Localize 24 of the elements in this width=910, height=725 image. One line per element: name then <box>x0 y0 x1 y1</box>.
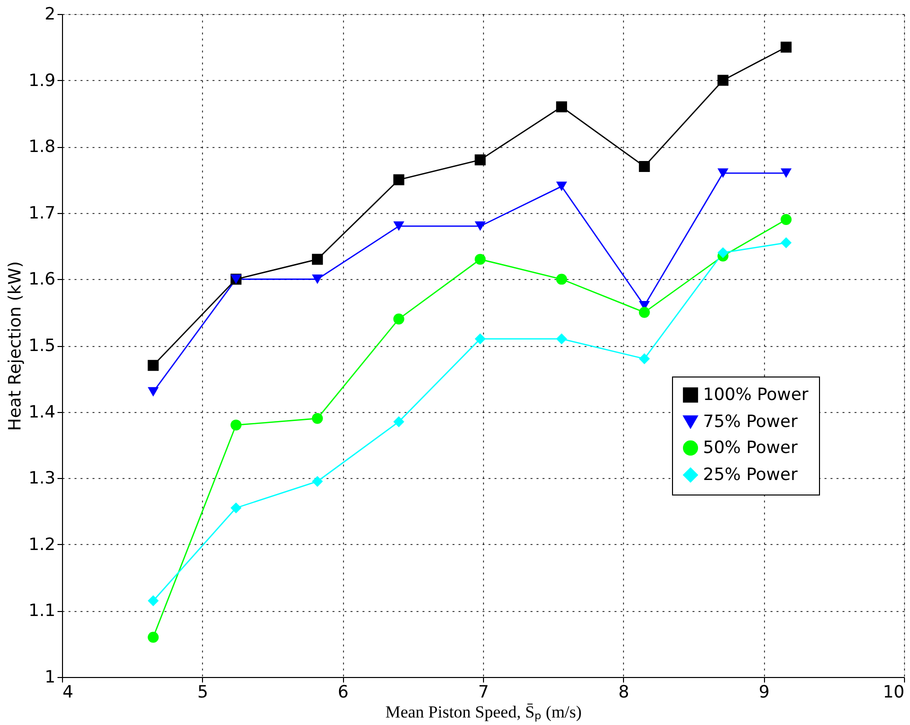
legend-label: 100% Power <box>703 385 808 405</box>
x-tick-label: 6 <box>338 682 349 702</box>
y-tick-label: 1.9 <box>28 70 56 91</box>
y-tick-label: 2 <box>44 4 56 24</box>
x-tick-label: 9 <box>758 682 770 702</box>
x-tick-label: 10 <box>882 682 904 702</box>
y-tick-label: 1.7 <box>28 203 56 224</box>
x-tick-label: 8 <box>618 682 630 702</box>
y-tick-label: 1 <box>44 668 56 688</box>
y-tick-label: 1.1 <box>28 601 56 622</box>
y-tick-label: 1.8 <box>28 137 56 158</box>
y-tick-label: 1.6 <box>28 270 56 290</box>
y-axis-title: Heat Rejection (kW) <box>5 261 26 431</box>
x-tick-label: 5 <box>197 682 208 702</box>
x-axis-title: Mean Piston Speed, S̄ₚ (m/s) <box>385 702 582 722</box>
x-tick-label: 7 <box>478 682 489 702</box>
y-tick-label: 1.2 <box>28 534 56 555</box>
legend-label: 25% Power <box>703 465 798 485</box>
y-tick-label: 1.3 <box>28 468 56 489</box>
x-tick-label: 4 <box>62 682 74 702</box>
legend-label: 75% Power <box>703 412 798 432</box>
y-tick-label: 1.5 <box>28 336 56 356</box>
y-tick-label: 1.4 <box>28 402 56 422</box>
legend-label: 50% Power <box>703 438 798 458</box>
